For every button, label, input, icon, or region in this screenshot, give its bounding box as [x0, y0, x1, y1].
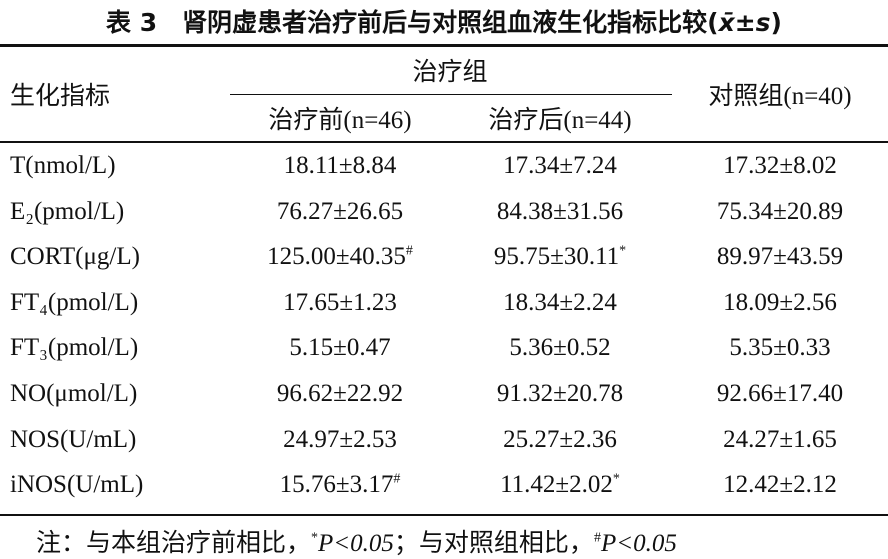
cell-value: 5.36±0.52 [509, 334, 611, 362]
header-cell: 生化指标 [10, 83, 111, 110]
cell-value: 76.27±26.65 [276, 197, 404, 225]
data-cell: 25.27±2.36 [503, 427, 617, 452]
data-cell: 75.34±20.89 [717, 199, 843, 224]
data-cell: 5.15±0.47 [289, 335, 390, 360]
cell-value: 17.32±8.02 [723, 152, 837, 179]
top-rule [0, 44, 888, 47]
data-cell: 92.66±17.40 [717, 381, 843, 406]
cell-value: 96.62±22.92 [276, 380, 404, 407]
data-cell: 95.75±30.11* [494, 244, 626, 269]
data-cell: 11.42±2.02* [500, 472, 620, 497]
row-label: NOS(U/mL) [10, 425, 137, 453]
data-cell: 24.27±1.65 [723, 427, 837, 452]
cell-value: 17.34±7.24 [503, 152, 617, 179]
data-cell: 18.11±8.84 [284, 153, 397, 178]
cell-value: 17.65±1.23 [283, 288, 397, 316]
cell-value: 18.09±2.56 [723, 288, 837, 316]
table-label: 表 3 [106, 8, 158, 37]
cell-value: 18.11±8.84 [283, 152, 397, 179]
note-text: P<0.05 [600, 530, 677, 557]
cell-value: 11.42±2.02 [500, 471, 613, 499]
cell-value: 24.27±1.65 [723, 425, 837, 453]
note-mark: # [593, 530, 601, 546]
header-rule [0, 141, 888, 143]
data-cell: 24.97±2.53 [283, 427, 397, 452]
row-label: T(nmol/L) [10, 152, 116, 179]
data-cell: 91.32±20.78 [497, 381, 623, 406]
header-cell: 治疗后(n=44) [488, 107, 632, 134]
note-text: 注：与本组治疗前相比， [36, 530, 312, 557]
note-mark: * [311, 530, 319, 546]
row-label: FT₄(pmol/L) [10, 288, 139, 316]
data-cell: 17.34±7.24 [503, 153, 617, 178]
significance-mark: # [393, 471, 401, 487]
cell-value: 92.66±17.40 [716, 380, 844, 407]
cell-value: 5.35±0.33 [729, 334, 831, 362]
cell-value: 25.27±2.36 [503, 425, 617, 453]
cell-value: 12.42±2.12 [723, 471, 837, 499]
data-cell: 15.76±3.17# [280, 472, 401, 497]
header-cell: 治疗前(n=46) [268, 107, 412, 134]
bottom-rule [0, 514, 888, 516]
significance-mark: * [612, 471, 620, 487]
title: 表 3 肾阴虚患者治疗前后与对照组血液生化指标比较(x̄±s) [106, 8, 782, 37]
data-cell: 96.62±22.92 [277, 381, 403, 406]
significance-mark: # [405, 243, 413, 259]
header-cell: 对照组(n=40) [708, 83, 852, 110]
data-cell: 18.09±2.56 [723, 290, 837, 315]
row-label: NO(μmol/L) [10, 380, 138, 407]
row-label: iNOS(U/mL) [10, 471, 144, 499]
stat: x̄±s [718, 8, 771, 37]
data-cell: 84.38±31.56 [497, 199, 623, 224]
cell-value: 15.76±3.17 [279, 471, 394, 499]
cell-value: 5.15±0.47 [289, 334, 391, 362]
data-cell: 76.27±26.65 [277, 199, 403, 224]
row-label: CORT(μg/L) [10, 243, 140, 271]
data-cell: 125.00±40.35# [267, 244, 413, 269]
significance-mark: * [619, 243, 627, 259]
cell-value: 75.34±20.89 [716, 197, 844, 225]
data-cell: 17.65±1.23 [283, 290, 397, 315]
group-rule [230, 94, 672, 95]
cell-value: 84.38±31.56 [496, 197, 624, 225]
footnote: 注：与本组治疗前相比，*P<0.05；与对照组相比，#P<0.05 [36, 531, 677, 556]
cell-value: 125.00±40.35 [267, 243, 406, 271]
data-cell: 89.97±43.59 [717, 244, 843, 269]
data-cell: 5.36±0.52 [509, 335, 610, 360]
cell-value: 24.97±2.53 [283, 425, 397, 453]
row-label: E₂(pmol/L) [10, 197, 125, 225]
cell-value: 95.75±30.11 [493, 243, 620, 271]
data-cell: 18.34±2.24 [503, 290, 617, 315]
cell-value: 89.97±43.59 [716, 243, 844, 271]
data-cell: 17.32±8.02 [723, 153, 837, 178]
data-cell: 12.42±2.12 [723, 472, 837, 497]
row-label: FT₃(pmol/L) [10, 334, 139, 362]
note-text: ；与对照组相比， [393, 530, 594, 557]
table-title: 肾阴虚患者治疗前后与对照组血液生化指标比较 [182, 8, 708, 37]
cell-value: 91.32±20.78 [496, 380, 624, 407]
cell-value: 18.34±2.24 [503, 288, 617, 316]
data-cell: 5.35±0.33 [729, 335, 830, 360]
header-cell: 治疗组 [412, 59, 488, 86]
note-text: P<0.05 [318, 530, 394, 557]
